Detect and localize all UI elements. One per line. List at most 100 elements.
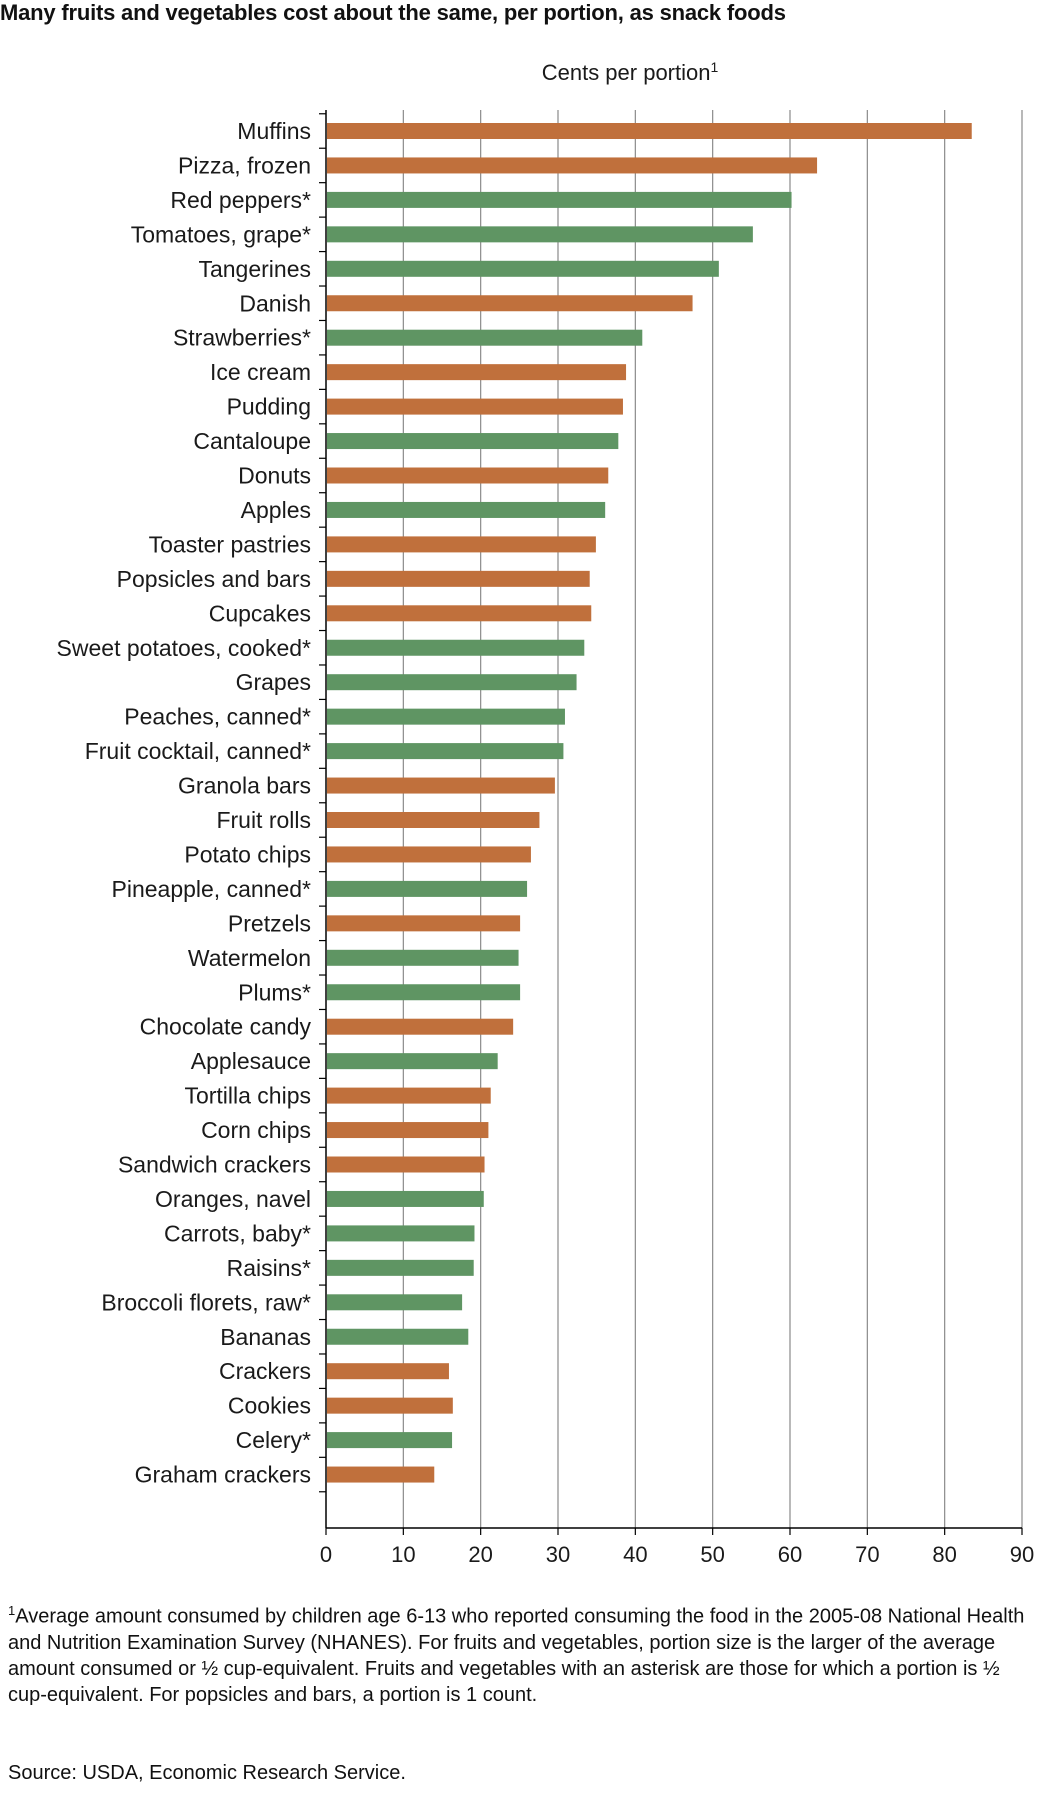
category-label-21: Fruit rolls	[216, 807, 311, 833]
bar-39	[327, 1432, 453, 1449]
category-label-38: Cookies	[228, 1393, 311, 1419]
category-label-13: Toaster pastries	[149, 531, 311, 557]
bar-29	[327, 1087, 491, 1104]
category-label-14: Popsicles and bars	[117, 566, 311, 592]
category-label-2: Pizza, frozen	[178, 152, 311, 178]
bar-17	[327, 674, 577, 691]
category-label-12: Apples	[241, 497, 311, 523]
bar-9	[327, 398, 623, 415]
bar-1	[327, 123, 972, 139]
source-note: Source: USDA, Economic Research Service.	[8, 1762, 406, 1784]
bar-26	[327, 984, 521, 1001]
x-tick-label-0: 0	[320, 1542, 332, 1567]
category-label-26: Plums*	[238, 979, 311, 1005]
bar-31	[327, 1156, 485, 1173]
category-label-34: Raisins*	[227, 1255, 311, 1281]
bar-5	[327, 260, 719, 277]
bar-13	[327, 536, 596, 553]
bars	[327, 123, 972, 1483]
bar-30	[327, 1122, 489, 1139]
x-tick-label-90: 90	[1010, 1542, 1034, 1567]
bar-8	[327, 364, 627, 381]
bar-22	[327, 846, 531, 863]
bar-3	[327, 191, 792, 208]
category-labels: Muffins Pizza, frozen Red peppers* Tomatoes…	[57, 118, 312, 1488]
bar-2	[327, 157, 818, 174]
category-label-30: Corn chips	[201, 1117, 311, 1143]
footnote-marker: 1	[8, 1603, 16, 1618]
category-label-16: Sweet potatoes, cooked*	[57, 635, 311, 661]
bar-25	[327, 949, 519, 966]
category-label-3: Red peppers*	[170, 187, 311, 213]
category-label-23: Pineapple, canned*	[112, 876, 312, 902]
category-label-11: Donuts	[238, 463, 311, 489]
bar-4	[327, 226, 753, 243]
category-label-18: Peaches, canned*	[124, 704, 311, 730]
x-axis: 0 10 20 30 40 50 60 70 80 90	[319, 110, 1034, 1567]
category-label-31: Sandwich crackers	[118, 1152, 311, 1178]
bar-32	[327, 1190, 484, 1207]
category-label-10: Cantaloupe	[193, 428, 311, 454]
category-label-9: Pudding	[227, 394, 311, 420]
x-axis-title-text: Cents per portion	[542, 60, 711, 85]
bar-21	[327, 812, 540, 828]
category-label-19: Fruit cocktail, canned*	[85, 738, 311, 764]
bar-33	[327, 1225, 475, 1242]
bar-15	[327, 605, 592, 622]
x-tick-label-40: 40	[623, 1542, 647, 1567]
bar-11	[327, 467, 609, 484]
bar-10	[327, 433, 619, 450]
category-label-29: Tortilla chips	[184, 1083, 311, 1109]
category-label-39: Celery*	[236, 1427, 311, 1453]
x-tick-label-20: 20	[468, 1542, 492, 1567]
category-label-27: Chocolate candy	[140, 1014, 312, 1040]
bar-28	[327, 1053, 498, 1070]
category-label-32: Oranges, navel	[155, 1186, 311, 1212]
bar-7	[327, 329, 643, 346]
bar-chart: Muffins Pizza, frozen Red peppers* Tomatoes…	[57, 59, 1035, 1567]
category-label-33: Carrots, baby*	[164, 1220, 311, 1246]
x-tick-label-80: 80	[932, 1542, 956, 1567]
bar-23	[327, 880, 528, 897]
x-tick-label-50: 50	[700, 1542, 724, 1567]
category-label-28: Applesauce	[191, 1048, 311, 1074]
footnote: 1Average amount consumed by children age…	[8, 1598, 1028, 1708]
x-axis-title-superscript: 1	[710, 59, 718, 75]
category-label-25: Watermelon	[188, 945, 311, 971]
category-label-4: Tomatoes, grape*	[131, 221, 311, 247]
bar-16	[327, 639, 585, 656]
bar-12	[327, 501, 606, 518]
category-label-35: Broccoli florets, raw*	[101, 1289, 311, 1315]
category-label-20: Granola bars	[178, 773, 311, 799]
bar-37	[327, 1363, 449, 1380]
category-label-7: Strawberries*	[173, 325, 311, 351]
category-label-22: Potato chips	[184, 841, 311, 867]
chart-title: Many fruits and vegetables cost about th…	[0, 0, 786, 25]
category-label-24: Pretzels	[228, 910, 311, 936]
bar-20	[327, 777, 555, 794]
x-tick-label-10: 10	[391, 1542, 415, 1567]
bar-40	[327, 1466, 435, 1483]
x-tick-label-60: 60	[778, 1542, 802, 1567]
category-label-40: Graham crackers	[135, 1462, 311, 1488]
category-label-1: Muffins	[237, 118, 311, 144]
category-label-8: Ice cream	[210, 359, 311, 385]
category-label-37: Crackers	[219, 1358, 311, 1384]
x-tick-label-70: 70	[855, 1542, 879, 1567]
bar-35	[327, 1294, 463, 1311]
bar-24	[327, 915, 521, 932]
bar-38	[327, 1397, 453, 1414]
bar-18	[327, 708, 565, 725]
bar-27	[327, 1018, 514, 1035]
category-label-6: Danish	[239, 290, 311, 316]
x-axis-title: Cents per portion1	[542, 59, 719, 85]
category-label-17: Grapes	[236, 669, 311, 695]
category-label-5: Tangerines	[198, 256, 311, 282]
bar-6	[327, 295, 693, 312]
bar-19	[327, 743, 564, 760]
footnote-text: Average amount consumed by children age …	[8, 1605, 1025, 1706]
bar-34	[327, 1259, 474, 1276]
bar-36	[327, 1328, 469, 1345]
x-tick-label-30: 30	[546, 1542, 570, 1567]
category-label-15: Cupcakes	[209, 600, 311, 626]
